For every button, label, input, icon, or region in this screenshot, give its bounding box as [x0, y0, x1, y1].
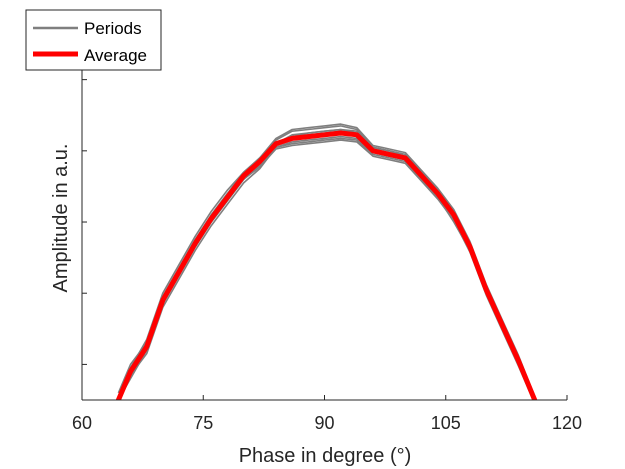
x-axis-label: Phase in degree (°)	[239, 445, 412, 467]
axes: 60 75 90 105 120	[72, 12, 582, 433]
legend-box	[25, 9, 162, 71]
legend-periods-label: Periods	[84, 19, 142, 38]
x-tick-label: 60	[72, 413, 92, 433]
legend: Periods Average	[25, 9, 162, 71]
legend-average-label: Average	[84, 46, 147, 65]
x-tick-label: 120	[552, 413, 582, 433]
x-tick-label: 90	[314, 413, 334, 433]
y-axis-label: Amplitude in a.u.	[50, 144, 72, 293]
period-line-1	[117, 125, 536, 397]
plot-area	[115, 123, 538, 400]
average-line	[115, 130, 538, 400]
x-tick-label: 105	[431, 413, 461, 433]
x-tick-label: 75	[193, 413, 213, 433]
